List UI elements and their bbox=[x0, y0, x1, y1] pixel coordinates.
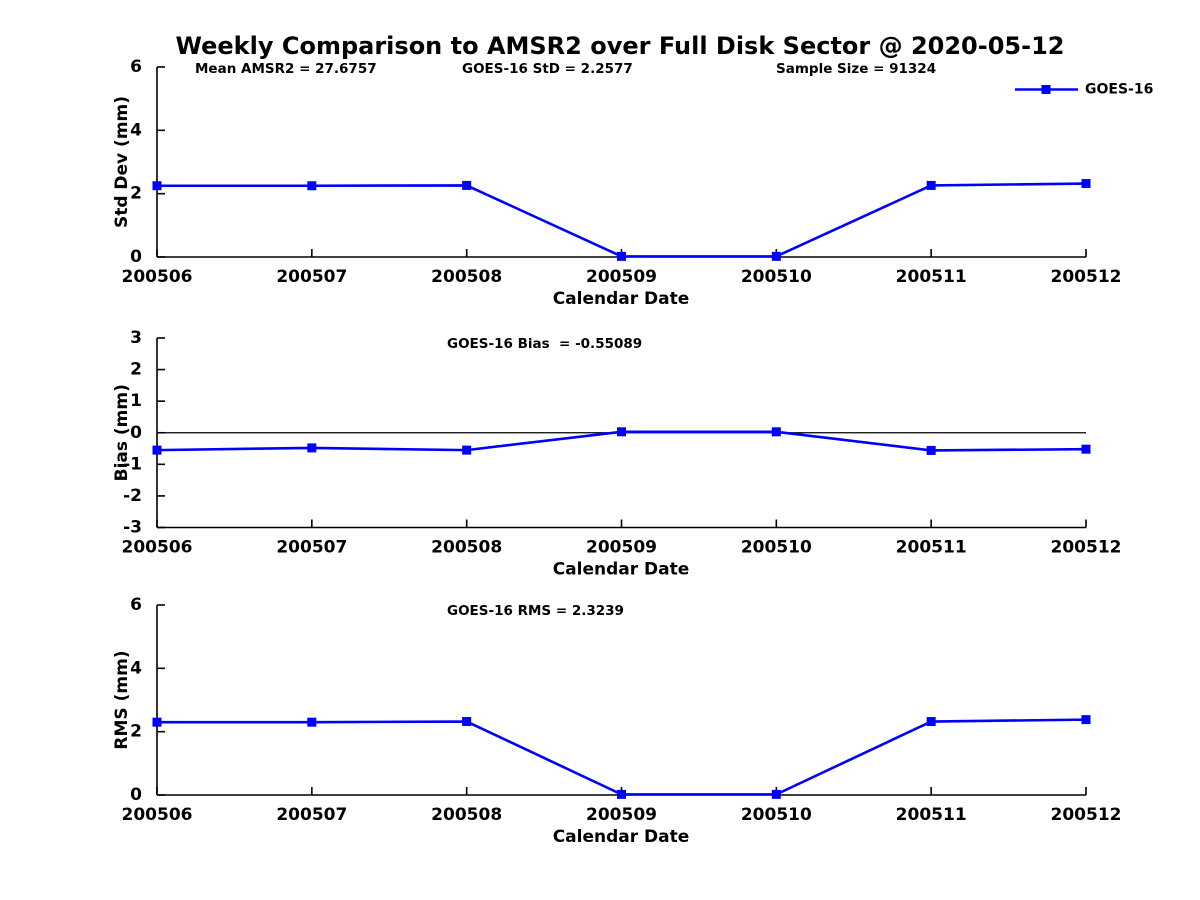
x-axis-label-1: Calendar Date bbox=[553, 289, 690, 309]
y-tick-label: -2 bbox=[123, 486, 142, 506]
x-tick-label: 200509 bbox=[586, 538, 657, 558]
x-tick-label: 200508 bbox=[431, 538, 502, 558]
y-tick-label: 4 bbox=[130, 658, 142, 678]
legend-label-goes16: GOES-16 bbox=[1085, 82, 1153, 98]
x-tick-label: 200511 bbox=[896, 538, 967, 558]
x-tick-label: 200509 bbox=[586, 805, 657, 825]
annotation-goes16-rms: GOES-16 RMS = 2.3239 bbox=[447, 603, 624, 619]
data-marker bbox=[1081, 444, 1091, 454]
y-axis-label-rms: RMS (mm) bbox=[112, 650, 132, 749]
data-line-goes-16 bbox=[157, 718, 1087, 796]
y-tick-label: 3 bbox=[130, 328, 142, 348]
data-marker bbox=[307, 717, 317, 727]
x-tick-label: 200512 bbox=[1051, 538, 1122, 558]
data-marker bbox=[462, 445, 472, 455]
data-marker bbox=[617, 251, 626, 261]
data-marker bbox=[926, 180, 936, 190]
y-tick-label: 1 bbox=[130, 391, 142, 411]
x-tick-label: 200507 bbox=[276, 267, 347, 287]
x-tick-label: 200506 bbox=[122, 538, 193, 558]
data-marker bbox=[307, 443, 317, 453]
x-tick-label: 200510 bbox=[741, 538, 812, 558]
legend: GOES-16 bbox=[1015, 82, 1153, 98]
data-marker bbox=[1081, 179, 1091, 189]
data-marker bbox=[771, 789, 781, 799]
data-marker bbox=[152, 181, 162, 191]
data-marker bbox=[926, 445, 936, 455]
x-tick-label: 200507 bbox=[276, 538, 347, 558]
figure-title: Weekly Comparison to AMSR2 over Full Dis… bbox=[176, 32, 1065, 60]
x-tick-label: 200510 bbox=[741, 805, 812, 825]
annotation-mean-amsr2: Mean AMSR2 = 27.6757 bbox=[195, 61, 377, 77]
data-marker bbox=[926, 717, 936, 727]
data-marker bbox=[1081, 715, 1091, 725]
y-tick-label: 0 bbox=[130, 785, 142, 805]
x-tick-label: 200508 bbox=[431, 267, 502, 287]
annotation-goes16-std: GOES-16 StD = 2.2577 bbox=[462, 61, 633, 77]
x-tick-label: 200507 bbox=[276, 805, 347, 825]
x-tick-label: 200511 bbox=[896, 267, 967, 287]
data-marker bbox=[152, 445, 162, 455]
y-tick-label: 2 bbox=[130, 184, 142, 204]
annotation-goes16-bias: GOES-16 Bias = -0.55089 bbox=[447, 336, 642, 352]
y-axis-label-stddev: Std Dev (mm) bbox=[112, 96, 132, 228]
plots-layer: 0 2 4 6 200506 200507 200508 200509 200510 200511… bbox=[122, 57, 1122, 825]
annotation-sample-size: Sample Size = 91324 bbox=[776, 61, 936, 77]
y-tick-label: 0 bbox=[130, 247, 142, 267]
data-marker bbox=[152, 717, 162, 727]
x-tick-label: 200506 bbox=[122, 267, 193, 287]
y-tick-label: 6 bbox=[130, 595, 142, 615]
data-marker bbox=[617, 789, 626, 799]
y-tick-label: -3 bbox=[123, 518, 142, 538]
y-tick-label: 4 bbox=[130, 120, 142, 140]
data-marker bbox=[771, 427, 781, 437]
x-tick-label: 200512 bbox=[1051, 267, 1122, 287]
y-tick-label: 2 bbox=[130, 360, 142, 380]
x-tick-label: 200512 bbox=[1051, 805, 1122, 825]
x-tick-label: 200511 bbox=[896, 805, 967, 825]
data-line-goes-16 bbox=[157, 182, 1087, 258]
data-marker bbox=[307, 181, 317, 191]
legend-marker-icon bbox=[1041, 85, 1051, 94]
y-tick-label: -1 bbox=[123, 454, 142, 474]
data-marker bbox=[462, 717, 472, 727]
data-marker bbox=[462, 180, 472, 190]
y-tick-label: 6 bbox=[130, 57, 142, 77]
data-marker bbox=[771, 251, 781, 261]
y-tick-label: 2 bbox=[130, 722, 142, 742]
y-tick-label: 0 bbox=[130, 423, 142, 443]
data-marker bbox=[617, 427, 626, 437]
x-tick-label: 200510 bbox=[741, 267, 812, 287]
x-tick-label: 200506 bbox=[122, 805, 193, 825]
x-tick-label: 200508 bbox=[431, 805, 502, 825]
y-axis-label-bias: Bias (mm) bbox=[112, 384, 132, 481]
x-tick-label: 200509 bbox=[586, 267, 657, 287]
x-axis-label-2: Calendar Date bbox=[553, 560, 690, 580]
x-axis-label-3: Calendar Date bbox=[553, 827, 690, 847]
